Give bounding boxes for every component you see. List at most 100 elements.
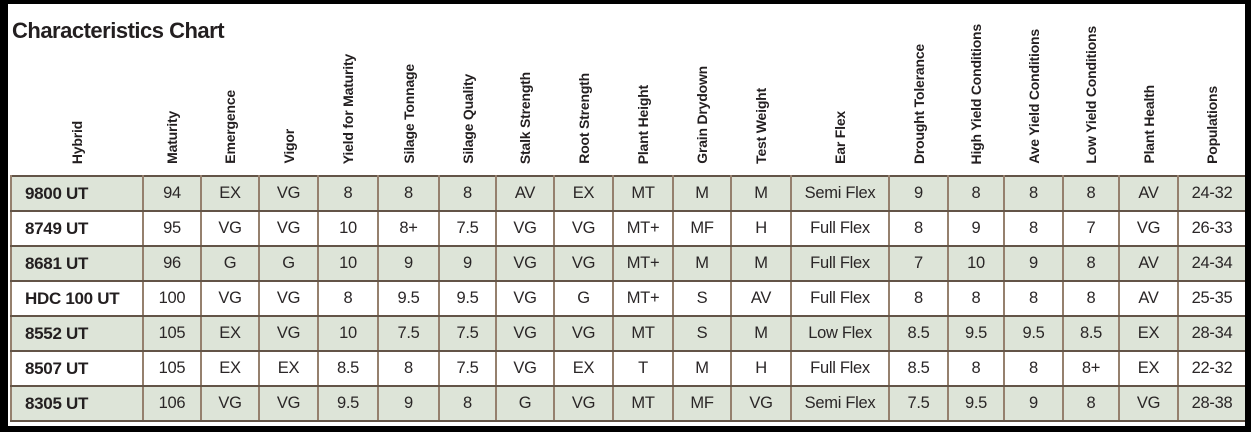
value-cell: 25-35 [1177,280,1245,317]
value-cell: 9 [438,245,497,282]
column-header-ear-flex: Ear Flex [791,4,889,176]
value-cell: 28-38 [1177,385,1245,422]
column-header-emergence: Emergence [201,4,259,176]
value-cell: 8 [438,385,497,422]
column-header-drought-tolerance: Drought Tolerance [889,4,948,176]
value-cell: 24-34 [1177,245,1245,282]
column-header-root-strength: Root Strength [554,4,613,176]
column-header-label: Ave Yield Conditions [1025,29,1042,164]
value-cell: 95 [142,210,202,247]
value-cell: 8 [377,350,440,387]
value-cell: Semi Flex [790,175,890,212]
value-cell: AV [495,175,555,212]
value-cell: EX [1118,315,1179,352]
value-cell: 9.5 [438,280,497,317]
value-cell: 8 [438,175,497,212]
value-cell: 9.5 [317,385,379,422]
value-cell: 9.5 [1003,315,1064,352]
column-header-vigor: Vigor [259,4,318,176]
column-header-plant-height: Plant Height [613,4,673,176]
value-cell: M [672,350,732,387]
value-cell: AV [730,280,792,317]
column-header-label: Hybrid [69,120,85,164]
value-cell: 106 [142,385,202,422]
column-header-label: Test Weight [753,88,769,164]
value-cell: VG [200,280,260,317]
value-cell: 8 [1062,245,1120,282]
page-title: Characteristics Chart [12,18,225,43]
value-cell: 8 [377,175,440,212]
value-cell: EX [200,350,260,387]
value-cell: VG [200,385,260,422]
value-cell: 8 [1062,385,1120,422]
value-cell: VG [553,245,614,282]
value-cell: 9 [1003,245,1064,282]
column-header-populations: Populations [1178,4,1245,176]
value-cell: 96 [142,245,202,282]
value-cell: 8 [317,280,379,317]
header-row: Hybrid Maturity Emergence Vigor Yield for Ma… [11,4,1245,176]
value-cell: 8 [947,280,1005,317]
value-cell: 10 [317,315,379,352]
value-cell: 8 [947,350,1005,387]
column-header-label: Low Yield Conditions [1083,26,1099,164]
column-header-yield-for-maturity: Yield for Maturity [318,4,378,176]
value-cell: VG [495,280,555,317]
value-cell: M [730,315,792,352]
hybrid-name-cell: 9800 UT [10,175,144,212]
value-cell: M [672,175,732,212]
value-cell: 8.5 [888,350,949,387]
column-header-label: Stalk Strength [517,71,533,164]
value-cell: VG [495,245,555,282]
value-cell: VG [495,210,555,247]
value-cell: G [258,245,319,282]
value-cell: AV [1118,245,1179,282]
value-cell: Full Flex [790,210,890,247]
value-cell: 8 [888,280,949,317]
value-cell: G [553,280,614,317]
value-cell: VG [495,350,555,387]
hybrid-name-cell: 8305 UT [10,385,144,422]
value-cell: 10 [947,245,1005,282]
value-cell: 8 [1003,350,1064,387]
table-row: 8749 UT 95 VG VG 10 8+ 7.5 VG VG MT+ MF H Full Flex 8… [10,210,1245,247]
value-cell: MF [672,210,732,247]
value-cell: EX [553,175,614,212]
value-cell: VG [258,210,319,247]
value-cell: 8.5 [1062,315,1120,352]
column-header-maturity: Maturity [143,4,201,176]
value-cell: VG [1118,210,1179,247]
value-cell: Semi Flex [790,385,890,422]
value-cell: 10 [317,210,379,247]
value-cell: VG [495,315,555,352]
value-cell: 9 [888,175,949,212]
column-header-label: Plant Health [1140,85,1157,164]
table-body: 9800 UT 94 EX VG 8 8 8 AV EX MT M M Semi Flex 9 8 8 8 AV 2… [10,175,1245,422]
value-cell: MF [672,385,732,422]
value-cell: EX [553,350,614,387]
column-header-label: Grain Drydown [694,66,710,164]
column-header-high-yield-conditions: High Yield Conditions [948,4,1004,176]
value-cell: 26-33 [1177,210,1245,247]
value-cell: 8.5 [317,350,379,387]
value-cell: 9.5 [947,385,1005,422]
value-cell: Full Flex [790,245,890,282]
value-cell: EX [258,350,319,387]
table-row: 8305 UT 106 VG VG 9.5 9 8 G VG MT MF VG Semi Flex 7.5… [10,385,1245,422]
value-cell: 9.5 [377,280,440,317]
column-header-label: Root Strength [575,73,592,164]
value-cell: 7.5 [438,210,497,247]
hybrid-name-cell: 8681 UT [10,245,144,282]
column-header-label: Silage Tonnage [400,64,417,164]
column-header-label: Vigor [280,129,297,164]
value-cell: Low Flex [790,315,890,352]
column-header-label: High Yield Conditions [968,23,984,164]
value-cell: 9 [1003,385,1064,422]
value-cell: 7.5 [438,315,497,352]
column-header-hybrid: Hybrid [11,4,143,176]
table-row: HDC 100 UT 100 VG VG 8 9.5 9.5 VG G MT+ S AV Full Fl… [10,280,1245,317]
value-cell: VG [258,385,319,422]
value-cell: MT+ [612,245,674,282]
value-cell: M [672,245,732,282]
value-cell: VG [553,210,614,247]
